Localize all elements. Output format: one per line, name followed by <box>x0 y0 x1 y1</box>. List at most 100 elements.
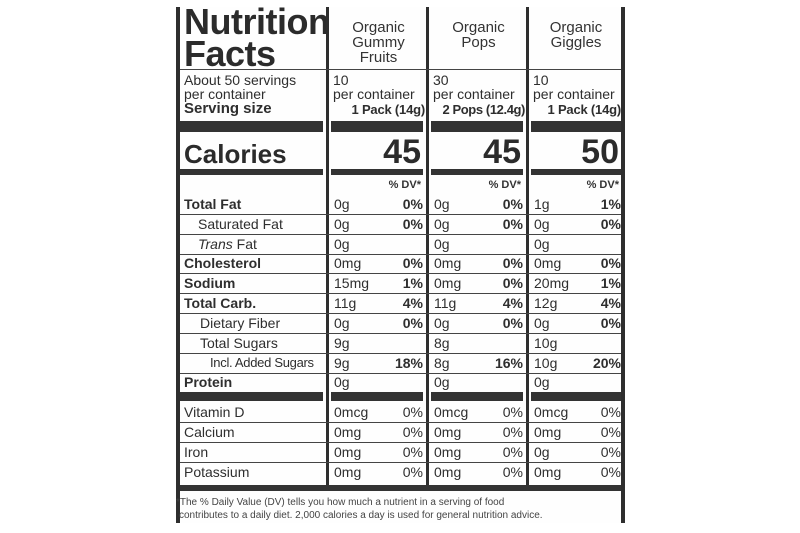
nutrient-dv: 0% <box>600 444 621 460</box>
nutrient-amount: 0g <box>534 374 550 390</box>
nutrient-dv: 0% <box>502 255 523 271</box>
row-divider <box>180 234 621 235</box>
nutrient-dv: 0% <box>402 444 423 460</box>
nutrient-label: Incl. Added Sugars <box>210 355 314 370</box>
nutrient-dv: 20% <box>592 355 621 371</box>
nutrient-dv: 18% <box>394 355 423 371</box>
label-border-left <box>176 7 180 523</box>
thick-divider <box>531 121 621 132</box>
nutrient-amount: 0mg <box>534 424 562 440</box>
nutrient-dv: 4% <box>600 295 621 311</box>
nutrient-amount: 10g <box>534 355 558 371</box>
nutrient-amount: 15mg <box>334 275 370 291</box>
column-divider <box>326 7 329 491</box>
row-divider <box>180 422 621 423</box>
nutrient-dv: 0% <box>402 216 423 232</box>
nutrient-amount: 0mg <box>334 444 362 460</box>
label-border-right <box>621 7 625 523</box>
servings-giggles: 10 per container <box>533 72 615 102</box>
nutrient-dv: 1% <box>402 275 423 291</box>
row-divider <box>180 462 621 463</box>
nutrient-amount: 0g <box>334 236 350 252</box>
nutrient-dv: 0% <box>502 444 523 460</box>
nutrient-amount: 0g <box>334 374 350 390</box>
nutrient-label-rest: Fat <box>232 236 257 252</box>
row-divider <box>180 442 621 443</box>
nutrient-dv: 0% <box>502 275 523 291</box>
nutrient-amount: 20mg <box>534 275 570 291</box>
medium-divider <box>531 169 621 175</box>
nutrient-label: Protein <box>184 374 233 390</box>
serving-size-giggles: 1 Pack (14g) <box>547 102 622 117</box>
nutrient-amount: 0mg <box>434 255 462 271</box>
nutrient-dv: 0% <box>502 315 523 331</box>
nutrient-amount: 0g <box>434 374 450 390</box>
nutrient-amount: 0mcg <box>334 404 369 420</box>
nutrient-label: Total Carb. <box>184 295 257 311</box>
nutrient-dv: 0% <box>502 404 523 420</box>
medium-divider <box>331 169 423 175</box>
nutrient-amount: 0mg <box>534 464 562 480</box>
row-divider <box>180 254 621 255</box>
nutrient-label: Potassium <box>184 464 250 480</box>
row-divider <box>180 353 621 354</box>
nutrient-dv: 0% <box>600 404 621 420</box>
thick-divider <box>531 392 621 401</box>
nutrient-amount: 12g <box>534 295 558 311</box>
nutrient-label: Sodium <box>184 275 236 291</box>
row-divider <box>180 373 621 374</box>
calories-giggles: 50 <box>581 133 619 171</box>
nutrient-label: Calcium <box>184 424 235 440</box>
nutrient-amount: 0mcg <box>534 404 569 420</box>
nutrient-label: Total Fat <box>184 196 242 212</box>
nutrient-dv: 0% <box>402 196 423 212</box>
nutrient-dv: 0% <box>502 464 523 480</box>
nutrition-facts-label: Nutrition Facts Organic Gummy Fruits Organ… <box>176 4 625 523</box>
nutrient-amount: 0g <box>434 236 450 252</box>
nutrient-amount: 0mg <box>534 255 562 271</box>
footnote-line-2: contributes to a daily diet. 2,000 calor… <box>179 510 543 521</box>
nutrient-amount: 0g <box>534 236 550 252</box>
nutrient-dv: 0% <box>402 255 423 271</box>
servings-per-container: About 50 servings per container <box>184 72 297 102</box>
nutrient-dv: 0% <box>402 315 423 331</box>
nutrient-dv: 0% <box>502 424 523 440</box>
nutrient-dv: 4% <box>402 295 423 311</box>
nutrient-dv: 0% <box>502 216 523 232</box>
nutrient-dv: 0% <box>600 315 621 331</box>
product-name-giggles: Organic Giggles <box>549 19 603 51</box>
nutrient-dv: 0% <box>600 464 621 480</box>
nutrient-amount: 0mg <box>334 424 362 440</box>
product-name-pops: Organic Pops <box>452 19 505 51</box>
dv-header: % DV* <box>388 179 421 191</box>
nutrient-amount: 1g <box>534 196 550 212</box>
thick-divider <box>180 121 323 132</box>
nutrient-amount: 0g <box>334 315 350 331</box>
nutrient-amount: 0mg <box>334 255 362 271</box>
row-divider <box>180 293 621 294</box>
thick-divider <box>431 121 523 132</box>
nutrient-dv: 0% <box>402 424 423 440</box>
nutrient-dv: 1% <box>600 196 621 212</box>
footnote-line-1: *The % Daily Value (DV) tells you how mu… <box>176 497 505 508</box>
nutrient-amount: 0g <box>334 196 350 212</box>
nutrient-label: Cholesterol <box>184 255 262 271</box>
row-divider <box>180 313 621 314</box>
nutrient-amount: 8g <box>434 335 450 351</box>
serving-size-label: Serving size <box>184 100 272 117</box>
nutrient-label: Total Sugars <box>200 335 278 351</box>
nutrient-label: Trans Fat <box>198 237 257 251</box>
nutrient-dv: 0% <box>600 216 621 232</box>
medium-divider <box>431 169 523 175</box>
nutrient-dv: 1% <box>600 275 621 291</box>
column-divider <box>526 7 529 491</box>
serving-size-pops: 2 Pops (12.4g) <box>442 102 525 117</box>
thick-divider <box>431 392 523 401</box>
nutrient-amount: 8g <box>434 355 450 371</box>
nutrient-amount: 9g <box>334 335 350 351</box>
nutrient-amount: 0g <box>434 216 450 232</box>
row-divider <box>180 273 621 274</box>
nutrient-amount: 0mg <box>334 464 362 480</box>
nutrient-amount: 0g <box>534 315 550 331</box>
nutrient-amount: 11g <box>434 295 457 311</box>
